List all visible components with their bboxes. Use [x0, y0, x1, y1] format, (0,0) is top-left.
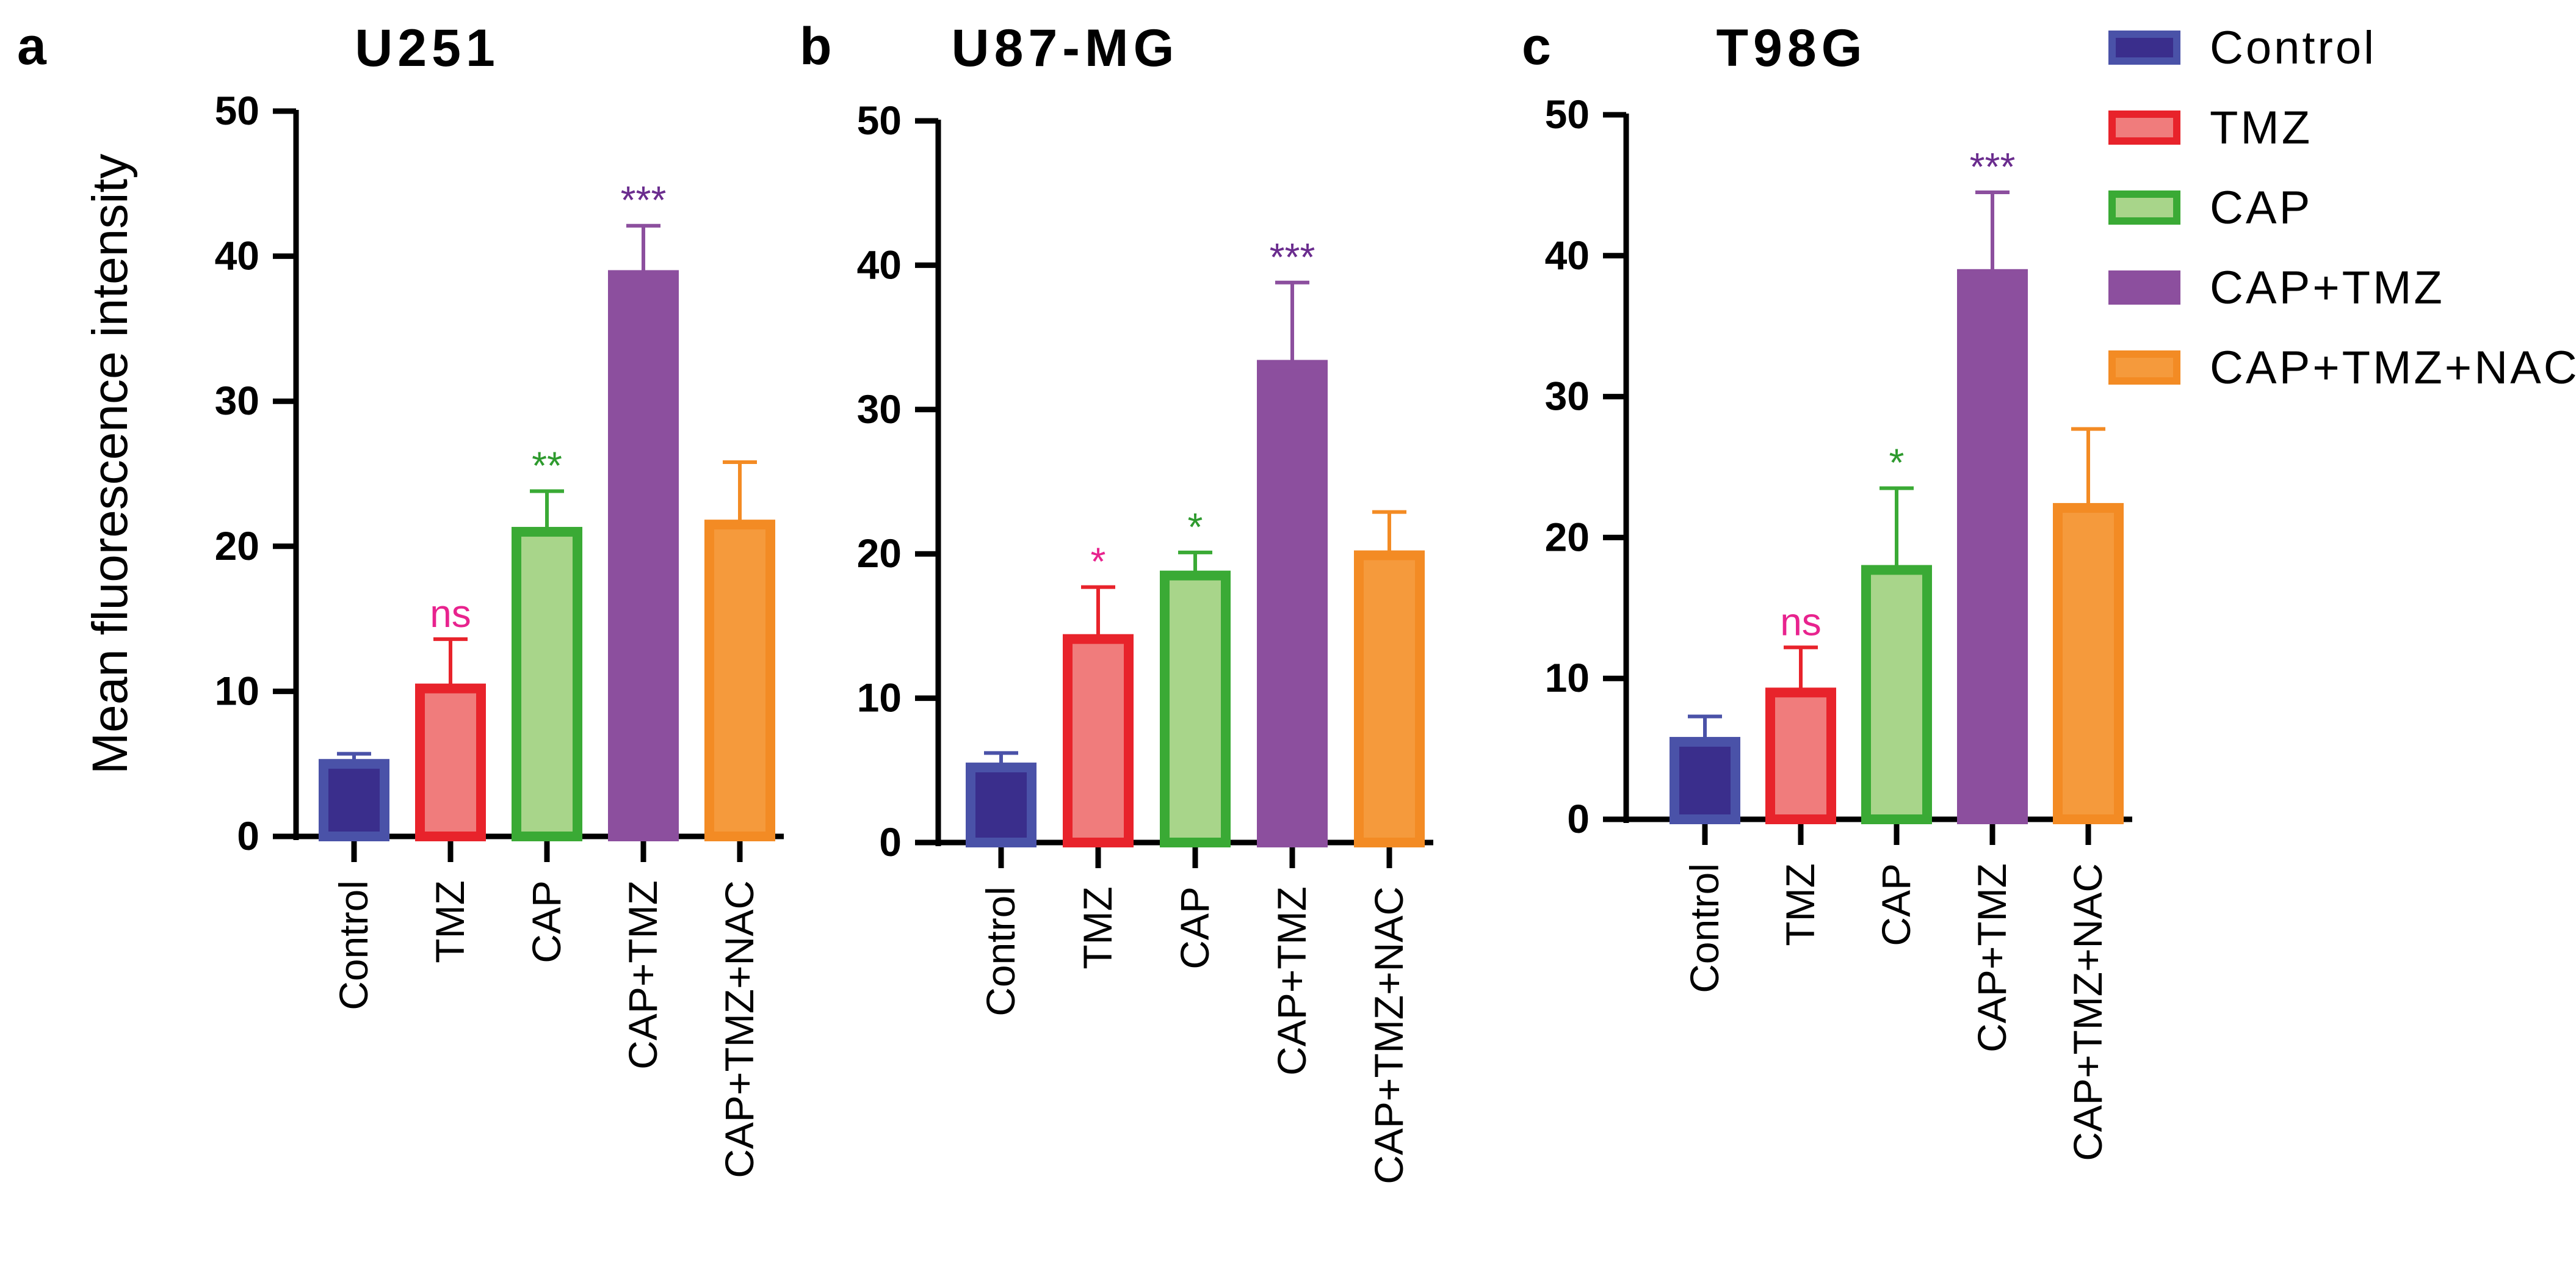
- legend-label: CAP+TMZ+NAC: [2210, 342, 2576, 394]
- bar-cap-tmz-nac: [1354, 550, 1425, 848]
- y-tick-label: 20: [215, 523, 259, 568]
- x-category-label: Control: [331, 880, 376, 1010]
- legend-label: TMZ: [2210, 102, 2312, 154]
- legend-item: TMZ: [2108, 102, 2312, 154]
- panel-title: T98G: [1716, 19, 1867, 78]
- significance-label: *: [1889, 441, 1905, 485]
- bar-control: [1670, 737, 1740, 825]
- x-category-label: CAP+TMZ: [1969, 863, 2014, 1053]
- y-tick-label: 50: [857, 98, 902, 143]
- significance-label: ns: [430, 592, 471, 636]
- bar-cap-tmz: [1257, 360, 1328, 847]
- y-tick-label: 30: [857, 386, 902, 432]
- y-tick-label: 50: [215, 88, 259, 133]
- bar-cap-tmz: [1957, 269, 2028, 824]
- panel-letter: b: [800, 17, 832, 76]
- panel-a: a U251 0 10 20 30 40 50 Control ns TMZ ** CAP *** CAP+…: [17, 17, 784, 1178]
- panel-title: U251: [355, 19, 500, 78]
- x-category-label: CAP+TMZ: [620, 880, 665, 1070]
- x-category-label: TMZ: [1075, 886, 1120, 970]
- x-category-label: CAP+TMZ+NAC: [717, 880, 762, 1178]
- y-tick-label: 10: [1545, 655, 1590, 700]
- x-category-label: CAP+TMZ: [1269, 886, 1314, 1076]
- y-tick-label: 10: [857, 675, 902, 720]
- y-axis-label: Mean fluorescence intensity: [82, 154, 138, 774]
- bar-tmz: [415, 683, 486, 841]
- y-tick-label: 0: [1567, 796, 1590, 841]
- legend-item: Control: [2108, 22, 2376, 74]
- y-tick-label: 50: [1545, 92, 1590, 137]
- legend-swatch: [2108, 270, 2180, 305]
- significance-label: **: [532, 444, 562, 488]
- legend-swatch: [2108, 350, 2180, 385]
- panel-b: b U87-MG 0 10 20 30 40 50 Control * TMZ * CAP *** CAP+…: [800, 17, 1433, 1184]
- bar-cap: [512, 527, 582, 841]
- panel-letter: a: [17, 17, 47, 76]
- chart-panels: a U25101020304050ControlnsTMZ**CAP***CAP+…: [17, 17, 2132, 1184]
- bar-tmz: [1765, 687, 1836, 825]
- significance-label: ***: [1270, 235, 1315, 279]
- significance-label: *: [1188, 505, 1203, 549]
- significance-label: *: [1091, 540, 1106, 584]
- legend-label: Control: [2210, 22, 2376, 74]
- x-category-label: CAP: [524, 880, 569, 963]
- y-tick-label: 40: [857, 242, 902, 287]
- legend-item: CAP+TMZ+NAC: [2108, 342, 2576, 394]
- y-tick-label: 0: [879, 819, 902, 864]
- bar-cap: [1861, 565, 1932, 824]
- bar-cap-tmz: [608, 270, 679, 842]
- significance-label: ***: [1970, 145, 2016, 189]
- bar-control: [319, 759, 389, 841]
- legend-swatch: [2108, 31, 2180, 65]
- bar-cap: [1160, 570, 1231, 847]
- bar-cap-tmz-nac: [704, 520, 775, 841]
- legend-item: CAP: [2108, 182, 2312, 234]
- x-category-label: CAP: [1172, 886, 1217, 970]
- panel-letter: c: [1522, 17, 1551, 76]
- x-category-label: TMZ: [427, 880, 472, 963]
- x-category-label: Control: [978, 886, 1023, 1017]
- x-category-label: Control: [1682, 863, 1727, 993]
- legend-label: CAP: [2210, 182, 2312, 234]
- legend-item: CAP+TMZ: [2108, 262, 2445, 314]
- bar-cap-tmz-nac: [2053, 502, 2124, 824]
- panel-title: U87-MG: [952, 19, 1179, 78]
- y-tick-label: 10: [215, 668, 259, 713]
- panel-c: c T98G 0 10 20 30 40 50 Control ns TMZ * CAP *** CAP+T…: [1522, 17, 2132, 1161]
- y-tick-label: 40: [1545, 233, 1590, 278]
- legend-swatch: [2108, 190, 2180, 225]
- significance-label: ns: [1780, 600, 1822, 643]
- bar-control: [966, 763, 1037, 848]
- y-tick-label: 40: [215, 233, 259, 278]
- y-tick-label: 30: [215, 378, 259, 423]
- y-tick-label: 20: [857, 531, 902, 576]
- x-category-label: TMZ: [1778, 863, 1823, 946]
- x-category-label: CAP+TMZ+NAC: [2065, 863, 2110, 1161]
- x-category-label: CAP+TMZ+NAC: [1366, 886, 1411, 1184]
- x-category-label: CAP: [1873, 863, 1919, 946]
- bar-tmz: [1063, 634, 1134, 848]
- y-tick-label: 20: [1545, 514, 1590, 559]
- legend: Control TMZ CAP CAP+TMZ CAP+TMZ+NAC: [2108, 22, 2576, 394]
- y-tick-label: 0: [237, 813, 259, 858]
- legend-swatch: [2108, 111, 2180, 145]
- y-tick-label: 30: [1545, 374, 1590, 419]
- legend-label: CAP+TMZ: [2210, 262, 2445, 314]
- significance-label: ***: [621, 178, 667, 222]
